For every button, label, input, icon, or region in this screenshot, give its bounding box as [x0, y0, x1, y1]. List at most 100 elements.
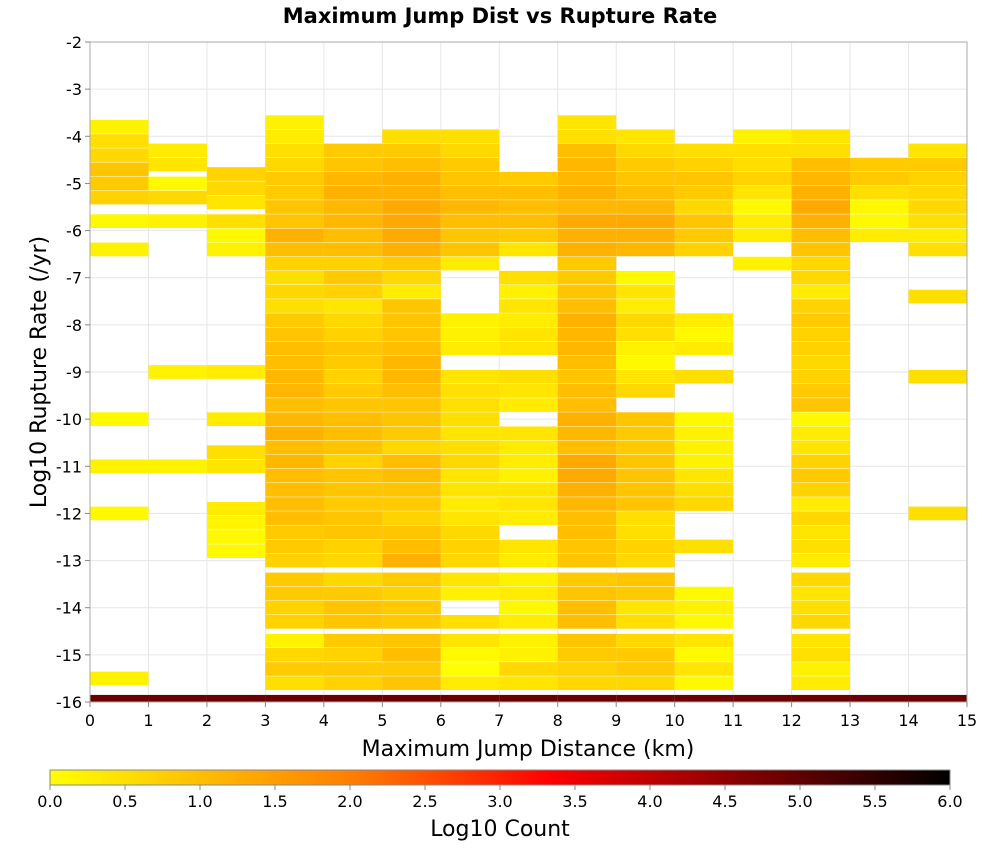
heatmap-cell	[440, 129, 500, 144]
heatmap-cell	[382, 615, 441, 629]
heatmap-cell	[382, 299, 441, 313]
heatmap-cell	[616, 497, 675, 511]
heatmap-cell	[90, 459, 149, 474]
heatmap-cell	[557, 615, 617, 629]
heatmap-cell	[382, 341, 441, 356]
heatmap-cell	[440, 615, 500, 629]
heatmap-cell	[323, 299, 383, 313]
heatmap-cell	[616, 600, 675, 615]
heatmap-cell	[557, 553, 617, 568]
heatmap-cell	[323, 327, 383, 342]
heatmap-cell	[616, 553, 675, 568]
colorbar-tick-label: 5.0	[787, 792, 812, 811]
heatmap-cell	[499, 497, 558, 511]
heatmap-cell	[733, 157, 792, 172]
heatmap-cell	[616, 633, 675, 648]
heatmap-cell	[382, 483, 441, 497]
heatmap-cell	[499, 648, 558, 662]
heatmap-cell	[323, 662, 383, 676]
heatmap-cell	[733, 186, 792, 200]
heatmap-cell	[323, 468, 383, 483]
colorbar-tick-label: 0.5	[112, 792, 137, 811]
heatmap-cell	[382, 662, 441, 676]
heatmap-cell	[323, 355, 383, 370]
heatmap-cell	[499, 440, 558, 455]
heatmap-cell	[440, 143, 500, 158]
heatmap-cell	[382, 200, 441, 214]
heatmap-cell	[616, 511, 675, 525]
colorbar-tick-label: 4.0	[637, 792, 662, 811]
heatmap-cell	[791, 615, 851, 629]
y-tick-label: -5	[66, 174, 82, 193]
heatmap-cell	[791, 143, 851, 158]
y-tick-label: -2	[66, 33, 82, 52]
heatmap-cell	[323, 369, 383, 384]
x-tick-label: 15	[957, 711, 977, 730]
heatmap-cell	[440, 586, 500, 601]
heatmap-cell	[616, 483, 675, 497]
heatmap-cell	[791, 483, 851, 497]
heatmap-cell	[557, 115, 617, 129]
heatmap-cell	[557, 440, 617, 455]
heatmap-cell	[323, 525, 383, 540]
heatmap-cell	[265, 525, 324, 540]
heatmap-cell	[616, 341, 675, 356]
heatmap-cell	[382, 384, 441, 398]
heatmap-cell	[616, 270, 675, 285]
heatmap-cell	[323, 270, 383, 285]
heatmap-cell	[499, 242, 558, 257]
heatmap-cell	[265, 256, 324, 271]
heatmap-cell	[265, 285, 324, 299]
heatmap-cell-bottom	[674, 694, 734, 702]
heatmap-cell	[908, 200, 967, 214]
heatmap-cell	[382, 511, 441, 525]
heatmap-cell	[557, 285, 617, 299]
heatmap-cell	[382, 586, 441, 601]
heatmap-cell	[499, 186, 558, 200]
heatmap-cell	[323, 384, 383, 398]
heatmap-cell	[908, 242, 967, 257]
x-tick-label: 4	[319, 711, 329, 730]
heatmap-cell	[440, 398, 500, 412]
heatmap-cell	[265, 600, 324, 615]
heatmap-cell	[616, 369, 675, 384]
heatmap-cell	[265, 648, 324, 662]
heatmap-cell	[674, 157, 734, 172]
heatmap-cell	[148, 157, 207, 172]
heatmap-cell	[616, 242, 675, 257]
heatmap-cell	[265, 384, 324, 398]
heatmap-cell	[791, 157, 851, 172]
heatmap-cell-bottom	[616, 694, 675, 702]
y-tick-label: -8	[66, 316, 82, 335]
heatmap-cell	[557, 143, 617, 158]
heatmap-cell	[616, 157, 675, 172]
heatmap-cell	[206, 445, 266, 459]
heatmap-cell	[499, 398, 558, 412]
heatmap-cell	[382, 539, 441, 554]
heatmap-cell	[616, 143, 675, 158]
heatmap-cell	[791, 214, 851, 228]
heatmap-cell	[323, 200, 383, 214]
heatmap-cell	[499, 327, 558, 342]
colorbar-tick-label: 1.0	[187, 792, 212, 811]
heatmap-cell	[265, 511, 324, 525]
heatmap-cell	[791, 440, 851, 455]
heatmap-cell	[674, 468, 734, 483]
heatmap-cell	[148, 459, 207, 474]
heatmap-cell	[499, 572, 558, 587]
heatmap-cell	[323, 341, 383, 356]
heatmap-cell-bottom	[206, 694, 266, 702]
heatmap-cell	[499, 676, 558, 690]
x-axis-label: Maximum Jump Distance (km)	[362, 737, 695, 762]
colorbar-tick-label: 4.5	[712, 792, 737, 811]
heatmap-cell	[908, 171, 967, 186]
heatmap-cell	[206, 214, 266, 228]
heatmap-cell	[265, 327, 324, 342]
colorbar-tick-label: 3.5	[562, 792, 587, 811]
heatmap-cell	[557, 171, 617, 186]
x-tick-label: 8	[553, 711, 563, 730]
heatmap-cell	[499, 454, 558, 469]
heatmap-cell	[440, 440, 500, 455]
colorbar-tick-label: 0.0	[37, 792, 62, 811]
heatmap-cell	[382, 525, 441, 540]
